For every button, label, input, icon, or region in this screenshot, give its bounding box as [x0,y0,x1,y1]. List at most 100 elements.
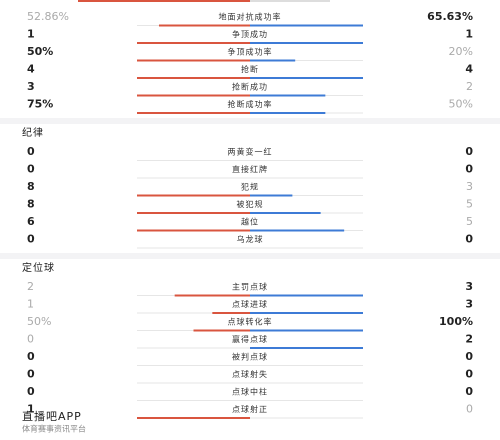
right-bar [250,112,326,114]
footer-title: 直播吧APP [22,409,82,423]
right-value: 5 [466,215,473,228]
cut-bar [78,0,250,2]
stat-label: 抢断成功 [232,82,268,92]
track [137,160,363,161]
left-value: 0 [27,385,35,398]
right-value: 0 [465,145,473,158]
right-value: 50% [449,98,473,111]
right-value: 0 [465,233,473,246]
right-bar [250,94,326,97]
stat-label: 争顶成功 [232,29,268,39]
left-value: 50% [27,45,53,58]
left-value: 0 [27,333,34,346]
section-title: 纪律 [22,126,44,139]
right-value: 0 [466,403,473,416]
right-value: 3 [465,298,473,311]
stat-label: 赢得点球 [232,334,268,344]
stat-label: 争顶成功率 [228,47,273,57]
separator [0,253,500,259]
right-value: 0 [465,163,473,176]
left-bar [212,312,250,314]
left-bar [193,329,250,332]
left-value: 4 [27,63,35,76]
left-bar [137,229,250,232]
left-value: 0 [27,350,35,363]
left-value: 8 [27,198,35,211]
right-bar [250,312,363,314]
stat-label: 点球射失 [232,369,268,379]
left-bar [137,194,250,197]
left-value: 8 [27,180,35,193]
right-bar [250,229,345,232]
left-bar [137,77,250,79]
stat-label: 点球进球 [232,299,268,309]
left-bar [137,417,250,419]
left-value: 0 [27,368,35,381]
left-value: 0 [27,145,35,158]
stat-label: 犯规 [241,182,259,192]
stat-label: 抢断成功率 [228,99,273,109]
stat-label: 点球射正 [232,404,268,414]
right-value: 65.63% [427,10,473,23]
left-bar [137,212,250,214]
footer-subtitle: 体育赛事资讯平台 [22,424,86,434]
right-value: 1 [465,28,473,41]
track [137,382,363,384]
right-value: 0 [465,368,473,381]
right-value: 3 [465,280,473,293]
left-value: 50% [27,315,51,328]
left-bar [137,94,250,97]
right-value: 100% [439,315,473,328]
left-value: 1 [27,298,34,311]
track [137,177,363,179]
stat-label: 两黄变一红 [228,147,273,157]
track [137,247,363,249]
right-bar [250,77,363,79]
right-bar [250,42,363,44]
left-value: 3 [27,80,35,93]
left-value: 52.86% [27,10,69,23]
track [137,365,363,366]
right-value: 2 [465,333,473,346]
stat-label: 点球中柱 [232,387,268,397]
left-bar [137,59,250,62]
left-value: 0 [27,233,35,246]
left-bar [137,112,250,114]
section-title: 定位球 [22,261,55,274]
left-bar [137,42,250,44]
right-value: 20% [449,45,473,58]
left-value: 2 [27,280,34,293]
right-bar [250,329,363,332]
stat-label: 地面对抗成功率 [219,12,282,22]
track [137,400,363,401]
right-bar [250,59,296,62]
right-bar [250,347,363,349]
stat-label: 点球转化率 [228,317,273,327]
right-bar [250,194,293,197]
stat-label: 被犯规 [237,199,264,209]
left-value: 1 [27,403,35,416]
right-bar [250,294,363,297]
stat-label: 主罚点球 [232,282,268,292]
stat-label: 抢断 [241,64,259,74]
stat-label: 越位 [241,217,259,227]
cut-track [250,0,330,2]
left-bar [174,294,250,297]
right-bar [250,24,363,27]
left-bar [158,24,250,27]
right-value: 5 [466,198,473,211]
right-bar [250,212,321,214]
right-value: 0 [465,385,473,398]
stat-label: 乌龙球 [237,234,264,244]
left-value: 1 [27,28,35,41]
stat-label: 直接红牌 [232,164,268,174]
separator [0,118,500,124]
left-value: 6 [27,215,35,228]
left-value: 0 [27,163,35,176]
left-value: 75% [27,98,53,111]
right-value: 3 [466,180,473,193]
right-value: 2 [466,80,473,93]
stat-label: 被判点球 [232,352,268,362]
right-value: 0 [465,350,473,363]
